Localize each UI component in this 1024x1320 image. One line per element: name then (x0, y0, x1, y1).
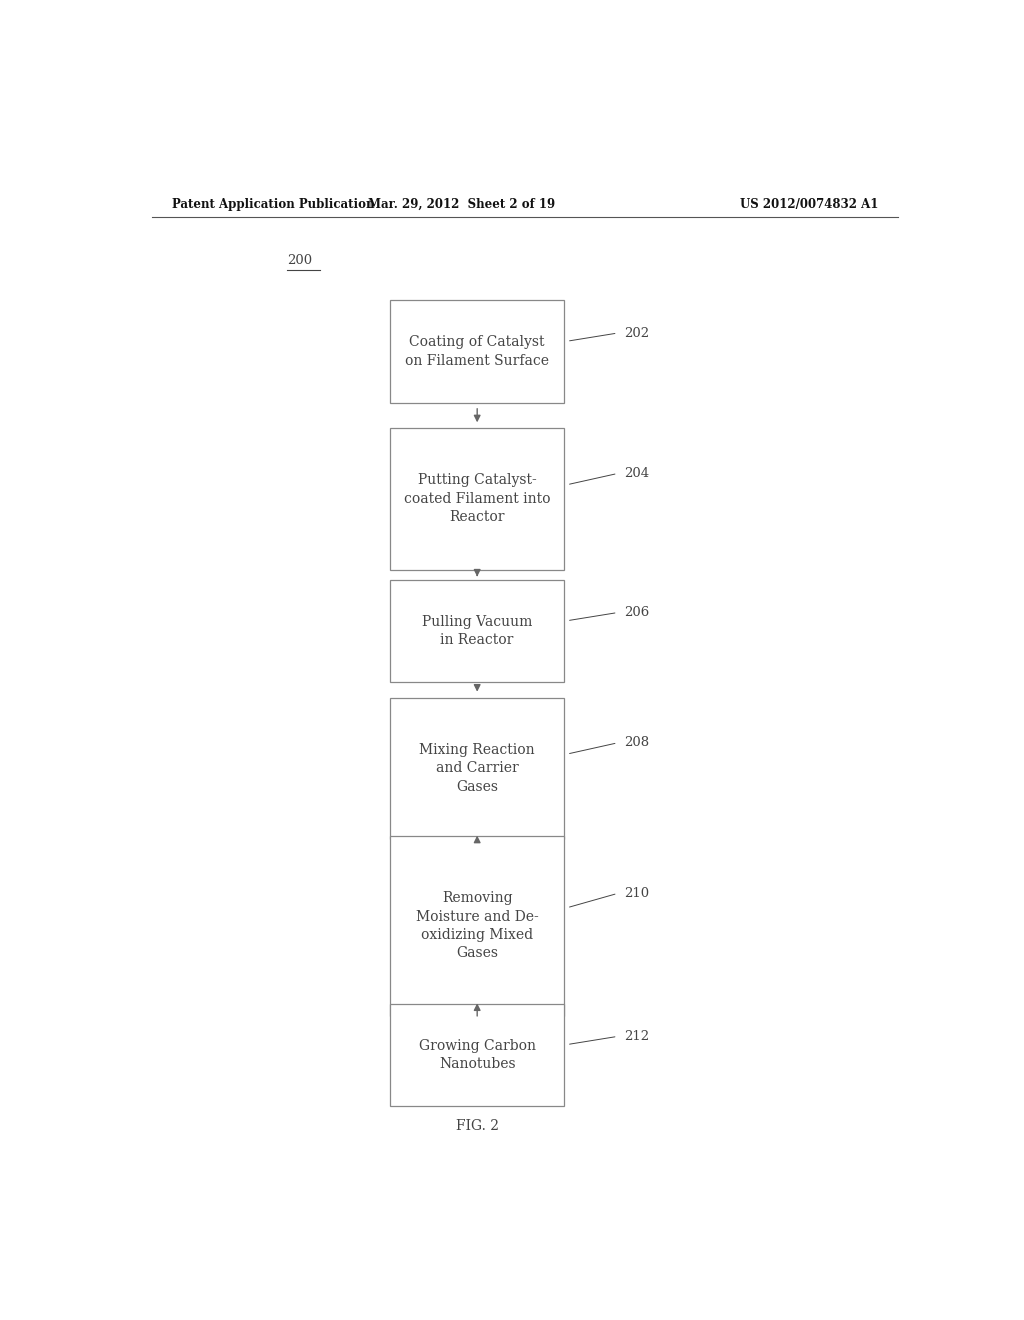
FancyBboxPatch shape (390, 836, 564, 1015)
Text: 208: 208 (624, 737, 649, 750)
FancyBboxPatch shape (390, 428, 564, 569)
Text: US 2012/0074832 A1: US 2012/0074832 A1 (739, 198, 878, 211)
Text: Removing
Moisture and De-
oxidizing Mixed
Gases: Removing Moisture and De- oxidizing Mixe… (416, 891, 539, 961)
Text: 200: 200 (287, 255, 312, 267)
Text: 204: 204 (624, 467, 649, 480)
FancyBboxPatch shape (390, 1003, 564, 1106)
Text: Pulling Vacuum
in Reactor: Pulling Vacuum in Reactor (422, 615, 532, 647)
Text: 212: 212 (624, 1030, 649, 1043)
FancyBboxPatch shape (390, 300, 564, 403)
Text: 202: 202 (624, 326, 649, 339)
Text: Mixing Reaction
and Carrier
Gases: Mixing Reaction and Carrier Gases (420, 743, 535, 793)
Text: Mar. 29, 2012  Sheet 2 of 19: Mar. 29, 2012 Sheet 2 of 19 (368, 198, 555, 211)
Text: FIG. 2: FIG. 2 (456, 1119, 499, 1133)
FancyBboxPatch shape (390, 579, 564, 682)
Text: Coating of Catalyst
on Filament Surface: Coating of Catalyst on Filament Surface (406, 335, 549, 368)
Text: Patent Application Publication: Patent Application Publication (172, 198, 374, 211)
Text: Growing Carbon
Nanotubes: Growing Carbon Nanotubes (419, 1039, 536, 1071)
Text: 206: 206 (624, 606, 649, 619)
FancyBboxPatch shape (390, 697, 564, 840)
Text: 210: 210 (624, 887, 649, 900)
Text: Putting Catalyst-
coated Filament into
Reactor: Putting Catalyst- coated Filament into R… (403, 474, 551, 524)
